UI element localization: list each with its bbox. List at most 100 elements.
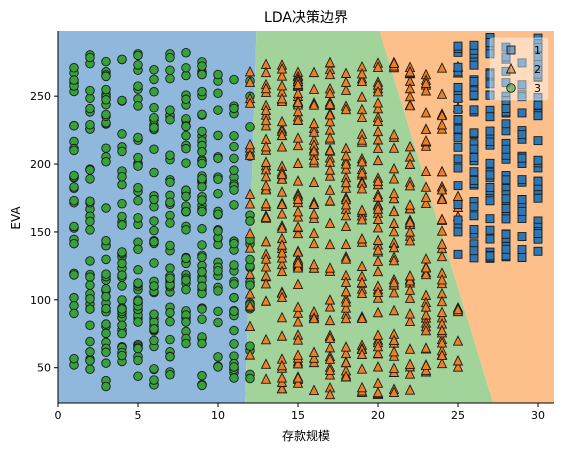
point-class-2: [356, 155, 368, 167]
point-class-3: [117, 304, 127, 314]
point-class-3: [197, 69, 207, 80]
point-class-2: [292, 262, 304, 273]
point-class-3: [117, 295, 127, 305]
point-class-2: [276, 141, 288, 152]
point-class-1: [469, 225, 479, 234]
point-class-2: [260, 333, 272, 345]
point-class-1: [453, 215, 463, 225]
point-class-2: [372, 386, 384, 398]
legend-marker-3: [506, 83, 516, 93]
point-class-1: [517, 253, 527, 263]
point-class-2: [292, 96, 304, 107]
legend-label-1: 1: [534, 44, 541, 57]
point-class-3: [69, 353, 79, 364]
point-class-2: [388, 345, 400, 357]
point-class-1: [453, 200, 463, 210]
point-class-3: [69, 182, 79, 192]
point-class-3: [165, 307, 175, 318]
point-class-1: [517, 108, 527, 118]
point-class-1: [453, 82, 463, 92]
point-class-1: [485, 158, 495, 168]
point-class-1: [533, 51, 543, 61]
point-class-2: [436, 183, 448, 195]
point-class-2: [356, 67, 368, 79]
point-class-3: [229, 165, 239, 176]
point-class-3: [101, 269, 111, 279]
point-class-2: [436, 273, 448, 285]
point-class-2: [292, 278, 304, 289]
point-class-2: [276, 311, 288, 323]
point-class-2: [420, 197, 432, 208]
point-class-3: [165, 240, 175, 251]
point-class-2: [276, 168, 288, 180]
point-class-2: [292, 139, 304, 151]
point-class-3: [213, 188, 223, 199]
point-class-2: [356, 91, 368, 102]
point-class-2: [308, 312, 320, 324]
point-class-3: [165, 263, 175, 273]
point-class-2: [340, 220, 352, 231]
point-class-2: [388, 225, 400, 237]
point-class-2: [308, 83, 320, 94]
point-class-3: [245, 373, 255, 384]
point-class-2: [404, 158, 416, 169]
point-class-3: [85, 225, 95, 235]
point-class-1: [485, 183, 495, 192]
point-class-1: [517, 195, 527, 205]
point-class-1: [501, 229, 511, 239]
point-class-3: [101, 71, 111, 82]
point-class-1: [517, 232, 527, 242]
point-class-2: [356, 348, 368, 359]
point-class-3: [165, 197, 175, 208]
point-class-2: [308, 208, 320, 219]
point-class-3: [181, 63, 191, 73]
point-class-3: [85, 174, 95, 184]
point-class-2: [388, 254, 400, 266]
point-class-3: [197, 240, 207, 250]
legend-label-3: 3: [534, 82, 541, 95]
point-class-2: [308, 352, 320, 363]
point-class-3: [85, 272, 95, 282]
point-class-3: [133, 355, 143, 366]
point-class-3: [181, 338, 191, 349]
point-class-2: [260, 277, 272, 289]
point-class-2: [324, 115, 336, 127]
point-class-3: [101, 347, 111, 358]
point-class-3: [85, 304, 95, 314]
point-class-3: [117, 129, 127, 139]
point-class-2: [452, 354, 464, 366]
legend-box: [489, 37, 549, 101]
point-class-2: [356, 75, 368, 87]
point-class-2: [308, 258, 320, 270]
point-class-3: [149, 236, 159, 247]
point-class-3: [197, 304, 207, 314]
point-class-2: [388, 286, 400, 298]
point-class-3: [69, 170, 79, 181]
decision-regions: [58, 31, 554, 403]
point-class-1: [485, 214, 495, 224]
point-class-3: [85, 120, 95, 130]
point-class-2: [308, 237, 320, 249]
point-class-3: [133, 265, 143, 275]
legend-label-2: 2: [534, 63, 541, 76]
point-class-2: [420, 191, 432, 202]
x-tick-label: 5: [135, 409, 142, 422]
point-class-1: [501, 175, 511, 185]
point-class-2: [372, 142, 384, 153]
point-class-1: [453, 93, 463, 103]
point-class-3: [213, 362, 223, 372]
point-class-3: [149, 309, 159, 320]
point-class-2: [420, 324, 432, 336]
point-class-2: [372, 115, 384, 126]
point-class-1: [533, 176, 543, 186]
point-class-3: [117, 328, 127, 339]
point-class-2: [260, 140, 272, 152]
point-class-3: [197, 252, 207, 262]
point-class-2: [276, 129, 288, 141]
point-class-3: [181, 121, 191, 132]
legend-marker-2: [505, 62, 517, 74]
point-class-3: [69, 300, 79, 311]
point-class-2: [324, 301, 336, 312]
point-class-3: [149, 113, 159, 123]
point-class-1: [469, 211, 479, 221]
